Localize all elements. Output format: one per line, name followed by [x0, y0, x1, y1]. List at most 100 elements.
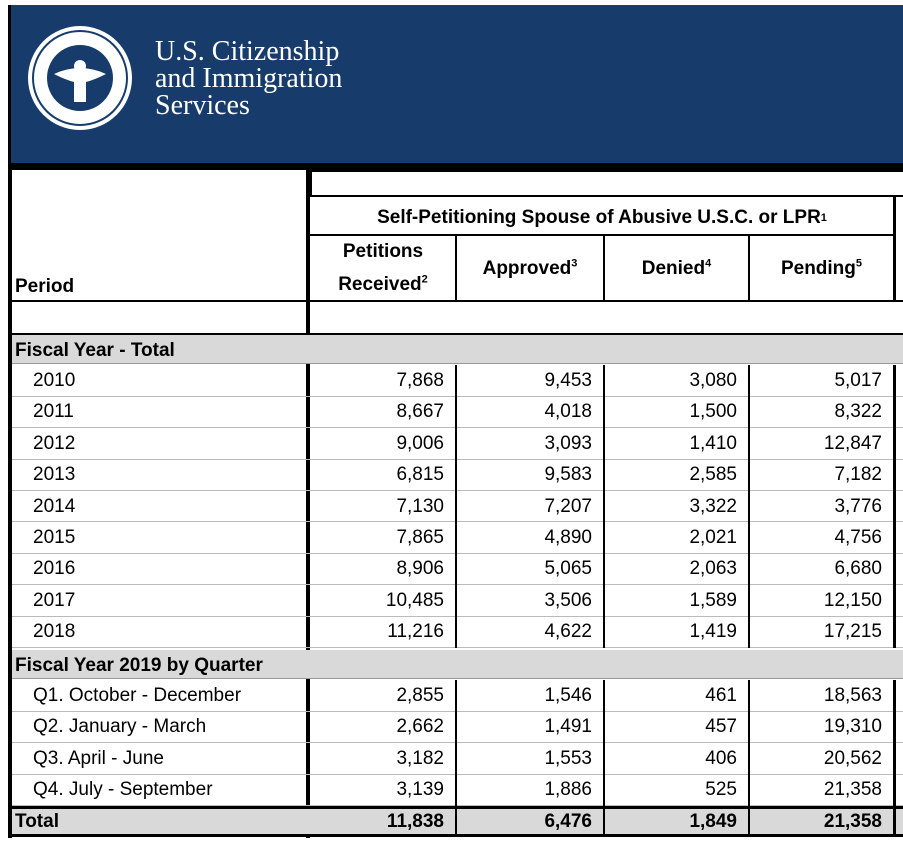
cell-value: 1,500	[689, 401, 737, 423]
right-edge-line	[893, 774, 896, 806]
group-text: Self-Petitioning Spouse of Abusive U.S.C…	[377, 207, 821, 228]
row-label: 2013	[33, 464, 76, 486]
col-divider	[603, 396, 605, 429]
col-divider	[603, 585, 605, 617]
cell-value: 1,553	[544, 747, 592, 769]
col-divider	[603, 616, 605, 648]
cell-value: 9,453	[544, 370, 592, 392]
section-title: Fiscal Year - Total	[15, 339, 175, 361]
cell-value: 10,485	[385, 589, 444, 611]
cell-value: 6,476	[544, 810, 592, 832]
section-band	[12, 650, 903, 680]
col-divider	[748, 553, 750, 586]
cell-value: 12,847	[823, 432, 882, 454]
col-divider	[603, 774, 605, 806]
col-divider	[455, 585, 457, 617]
row-label: 2012	[33, 432, 76, 454]
col-divider	[603, 711, 605, 744]
footnote-mark: 3	[571, 257, 578, 270]
cell-value: 7,182	[834, 464, 882, 486]
cell-value: 4,756	[834, 527, 882, 549]
row-label: 2018	[33, 621, 76, 643]
cell-value: 1,410	[689, 432, 737, 454]
cell-value: 7,865	[396, 527, 444, 549]
section-band	[12, 335, 903, 365]
row-label: Q2. January - March	[33, 716, 207, 738]
right-edge-line	[893, 396, 896, 429]
column-header: Approved3	[456, 236, 604, 300]
right-edge-line	[893, 428, 896, 460]
column-header-line: Approved	[482, 257, 572, 279]
col-divider	[748, 365, 750, 397]
col-divider	[603, 459, 605, 491]
col-divider	[748, 585, 750, 617]
col-divider	[748, 428, 750, 460]
row-rule	[12, 615, 903, 617]
col-divider	[748, 396, 750, 429]
cell-value: 21,358	[823, 810, 882, 832]
right-edge-line	[893, 365, 896, 397]
column-header-row: Approved3	[483, 252, 578, 285]
agency-line: and Immigration	[155, 63, 343, 94]
row-label: 2017	[33, 589, 76, 611]
seal-logo	[28, 26, 132, 130]
cell-value: 18,563	[823, 685, 882, 707]
section-title: Fiscal Year 2019 by Quarter	[15, 654, 263, 676]
col-divider	[455, 428, 457, 460]
col-divider	[455, 236, 457, 300]
right-edge-line	[893, 616, 896, 648]
row-label: 2016	[33, 558, 76, 580]
row-label: Q4. July - September	[33, 779, 213, 801]
cell-value: 2,063	[689, 558, 737, 580]
column-header-line: Pending	[780, 257, 856, 279]
row-label: 2011	[33, 401, 74, 423]
cell-value: 21,358	[823, 779, 882, 801]
cell-value: 9,583	[544, 464, 592, 486]
row-rule	[12, 552, 903, 554]
row-rule	[12, 458, 903, 460]
cell-value: 3,139	[396, 779, 444, 801]
group-underline	[310, 234, 894, 236]
cell-value: 6,680	[834, 558, 882, 580]
column-header: Denied4	[604, 236, 749, 300]
col-divider	[603, 236, 605, 300]
cell-value: 406	[705, 747, 737, 769]
right-edge-line	[893, 491, 896, 523]
cell-value: 2,662	[396, 716, 444, 738]
cell-value: 8,667	[396, 401, 444, 423]
table-left-border	[8, 170, 12, 838]
column-header-row: Denied4	[642, 252, 711, 285]
cell-value: 7,130	[396, 495, 444, 517]
cell-value: 17,215	[823, 621, 882, 643]
cell-value: 19,310	[823, 716, 882, 738]
right-edge-line	[893, 711, 896, 744]
cell-value: 525	[705, 779, 737, 801]
period-header: Period	[15, 276, 75, 297]
cell-value: 2,021	[689, 527, 737, 549]
top-strip	[310, 170, 903, 197]
header-band	[8, 5, 903, 165]
right-edge-line	[893, 553, 896, 586]
row-rule	[12, 710, 903, 712]
column-header-row: Petitions	[343, 235, 423, 268]
right-edge-line	[893, 743, 896, 775]
cell-value: 3,182	[396, 747, 444, 769]
col-divider	[603, 428, 605, 460]
col-divider	[748, 680, 750, 712]
col-divider	[455, 806, 457, 838]
cell-value: 3,093	[544, 432, 592, 454]
right-edge-line	[893, 459, 896, 491]
header-rule	[8, 163, 903, 170]
cell-value: 2,855	[396, 685, 444, 707]
cell-value: 12,150	[823, 589, 882, 611]
col-divider	[603, 365, 605, 397]
cell-value: 8,322	[834, 401, 882, 423]
cell-value: 1,419	[689, 621, 737, 643]
row-label: 2015	[33, 527, 76, 549]
col-divider	[455, 396, 457, 429]
agency-line: U.S. Citizenship	[155, 36, 340, 67]
col-divider	[748, 459, 750, 491]
cell-value: 8,906	[396, 558, 444, 580]
row-label: Total	[15, 810, 59, 832]
cell-value: 5,065	[544, 558, 592, 580]
